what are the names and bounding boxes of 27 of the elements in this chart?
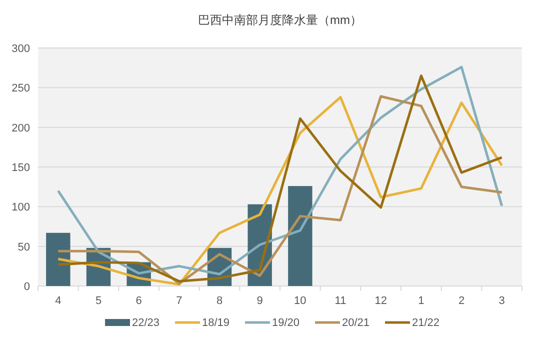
- y-tick-label: 250: [12, 82, 30, 95]
- x-tick-label: 3: [498, 295, 505, 307]
- y-tick-label: 50: [18, 241, 30, 254]
- x-tick-label: 1: [418, 295, 424, 307]
- x-tick-label: 12: [374, 295, 387, 307]
- bar: [46, 232, 70, 286]
- y-tick-label: 100: [12, 202, 30, 214]
- y-tick-label: 0: [24, 281, 30, 293]
- legend-label: 21/22: [412, 317, 440, 329]
- legend-label: 18/19: [202, 317, 230, 329]
- x-tick-label: 2: [458, 295, 465, 307]
- chart-title: 巴西中南部月度降水量（mm）: [198, 13, 362, 27]
- x-tick-label: 11: [334, 295, 346, 307]
- x-tick-label: 6: [136, 295, 142, 307]
- legend-label: 19/20: [272, 317, 300, 329]
- legend-label: 22/23: [132, 317, 160, 329]
- x-tick-label: 9: [256, 295, 263, 307]
- x-tick-label: 8: [216, 295, 223, 307]
- x-tick-label: 5: [95, 295, 102, 307]
- x-tick-label: 4: [55, 295, 62, 307]
- legend-label: 20/21: [342, 317, 370, 329]
- x-tick-label: 10: [294, 295, 306, 307]
- x-tick-label: 7: [176, 295, 182, 307]
- y-tick-label: 200: [12, 122, 30, 134]
- bar: [288, 186, 312, 286]
- y-tick-label: 300: [12, 43, 30, 55]
- y-tick-label: 150: [12, 162, 30, 174]
